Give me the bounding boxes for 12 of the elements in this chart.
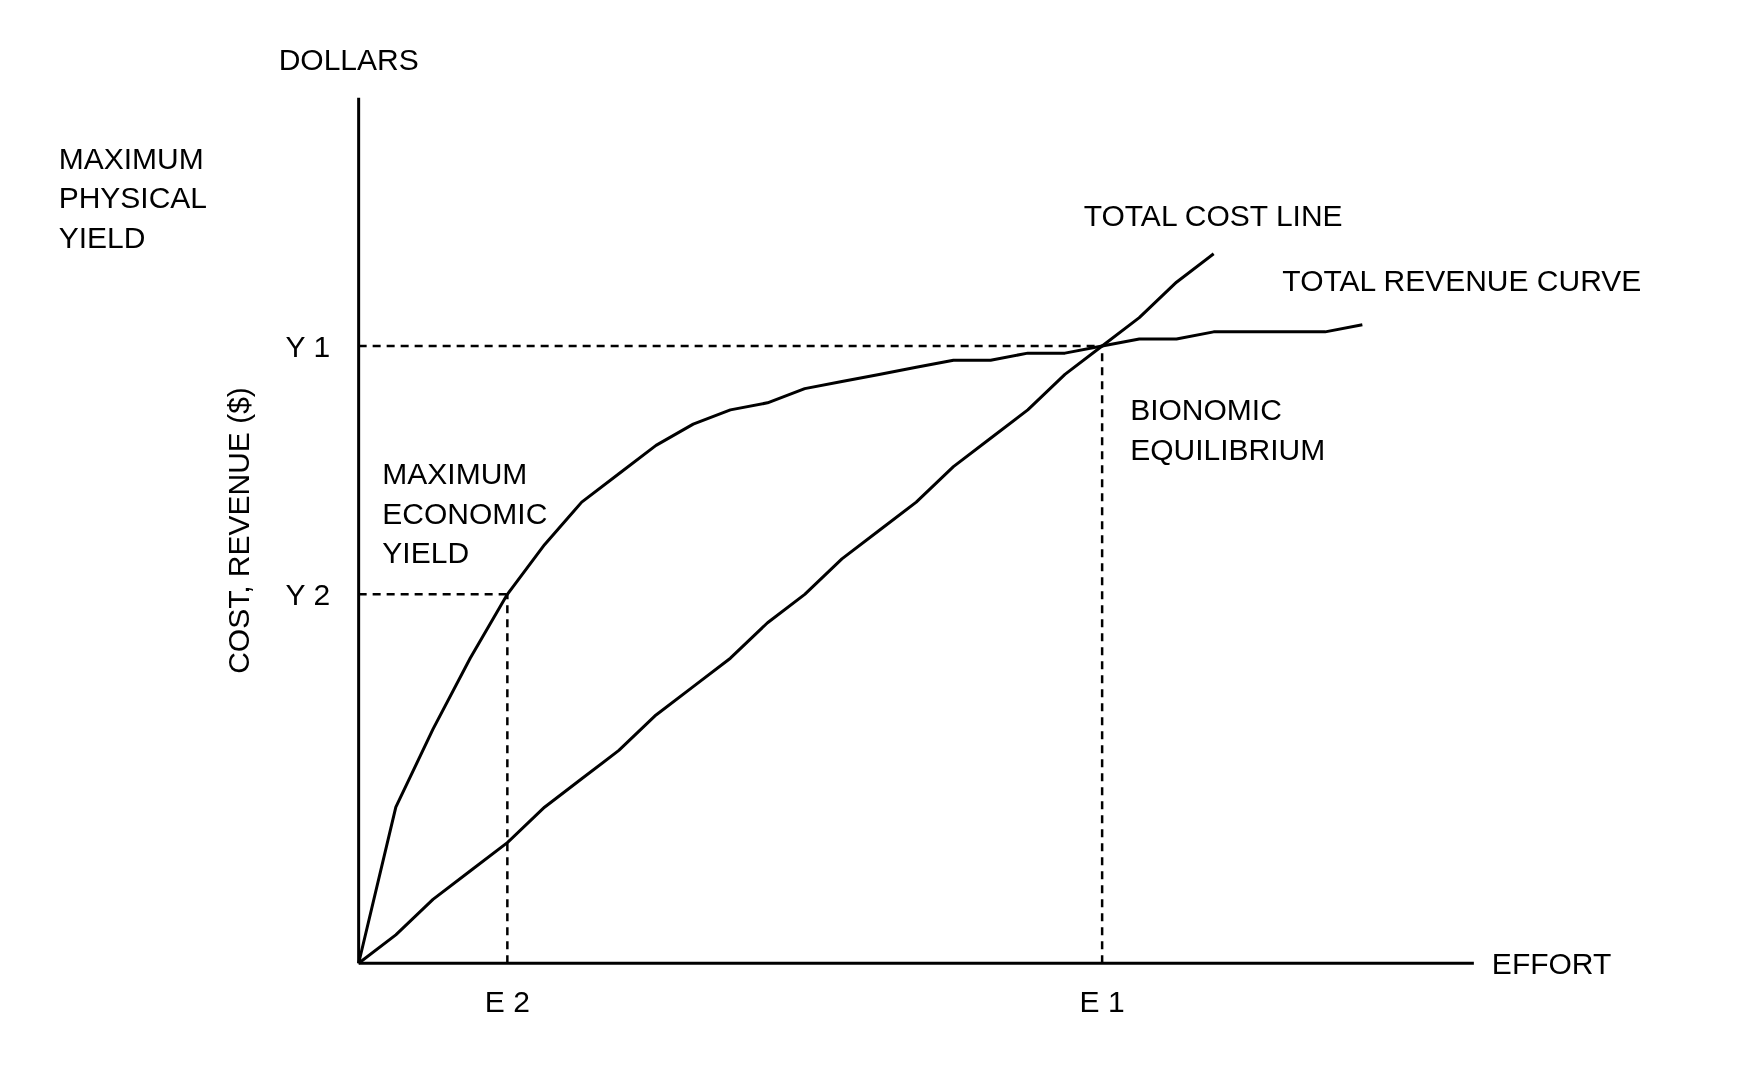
x-tick-label: E 1 — [1079, 985, 1125, 1019]
y-axis-title: COST, REVENUE ($) — [222, 387, 256, 674]
x-tick-label: E 2 — [484, 985, 530, 1019]
series-label: TOTAL COST LINE — [1083, 198, 1343, 232]
series-label: TOTAL REVENUE CURVE — [1282, 263, 1642, 297]
ref-line-label: Y 1 — [285, 329, 331, 363]
x-axis-title: EFFORT — [1491, 946, 1612, 980]
text: MAXIMUM PHYSICAL YIELD — [58, 141, 208, 254]
annotation: MAXIMUM ECONOMIC YIELD — [382, 457, 548, 570]
chart-title: DOLLARS — [278, 42, 419, 76]
annotation: BIONOMIC EQUILIBRIUM — [1130, 393, 1326, 467]
ref-line-label: Y 2 — [285, 577, 331, 611]
